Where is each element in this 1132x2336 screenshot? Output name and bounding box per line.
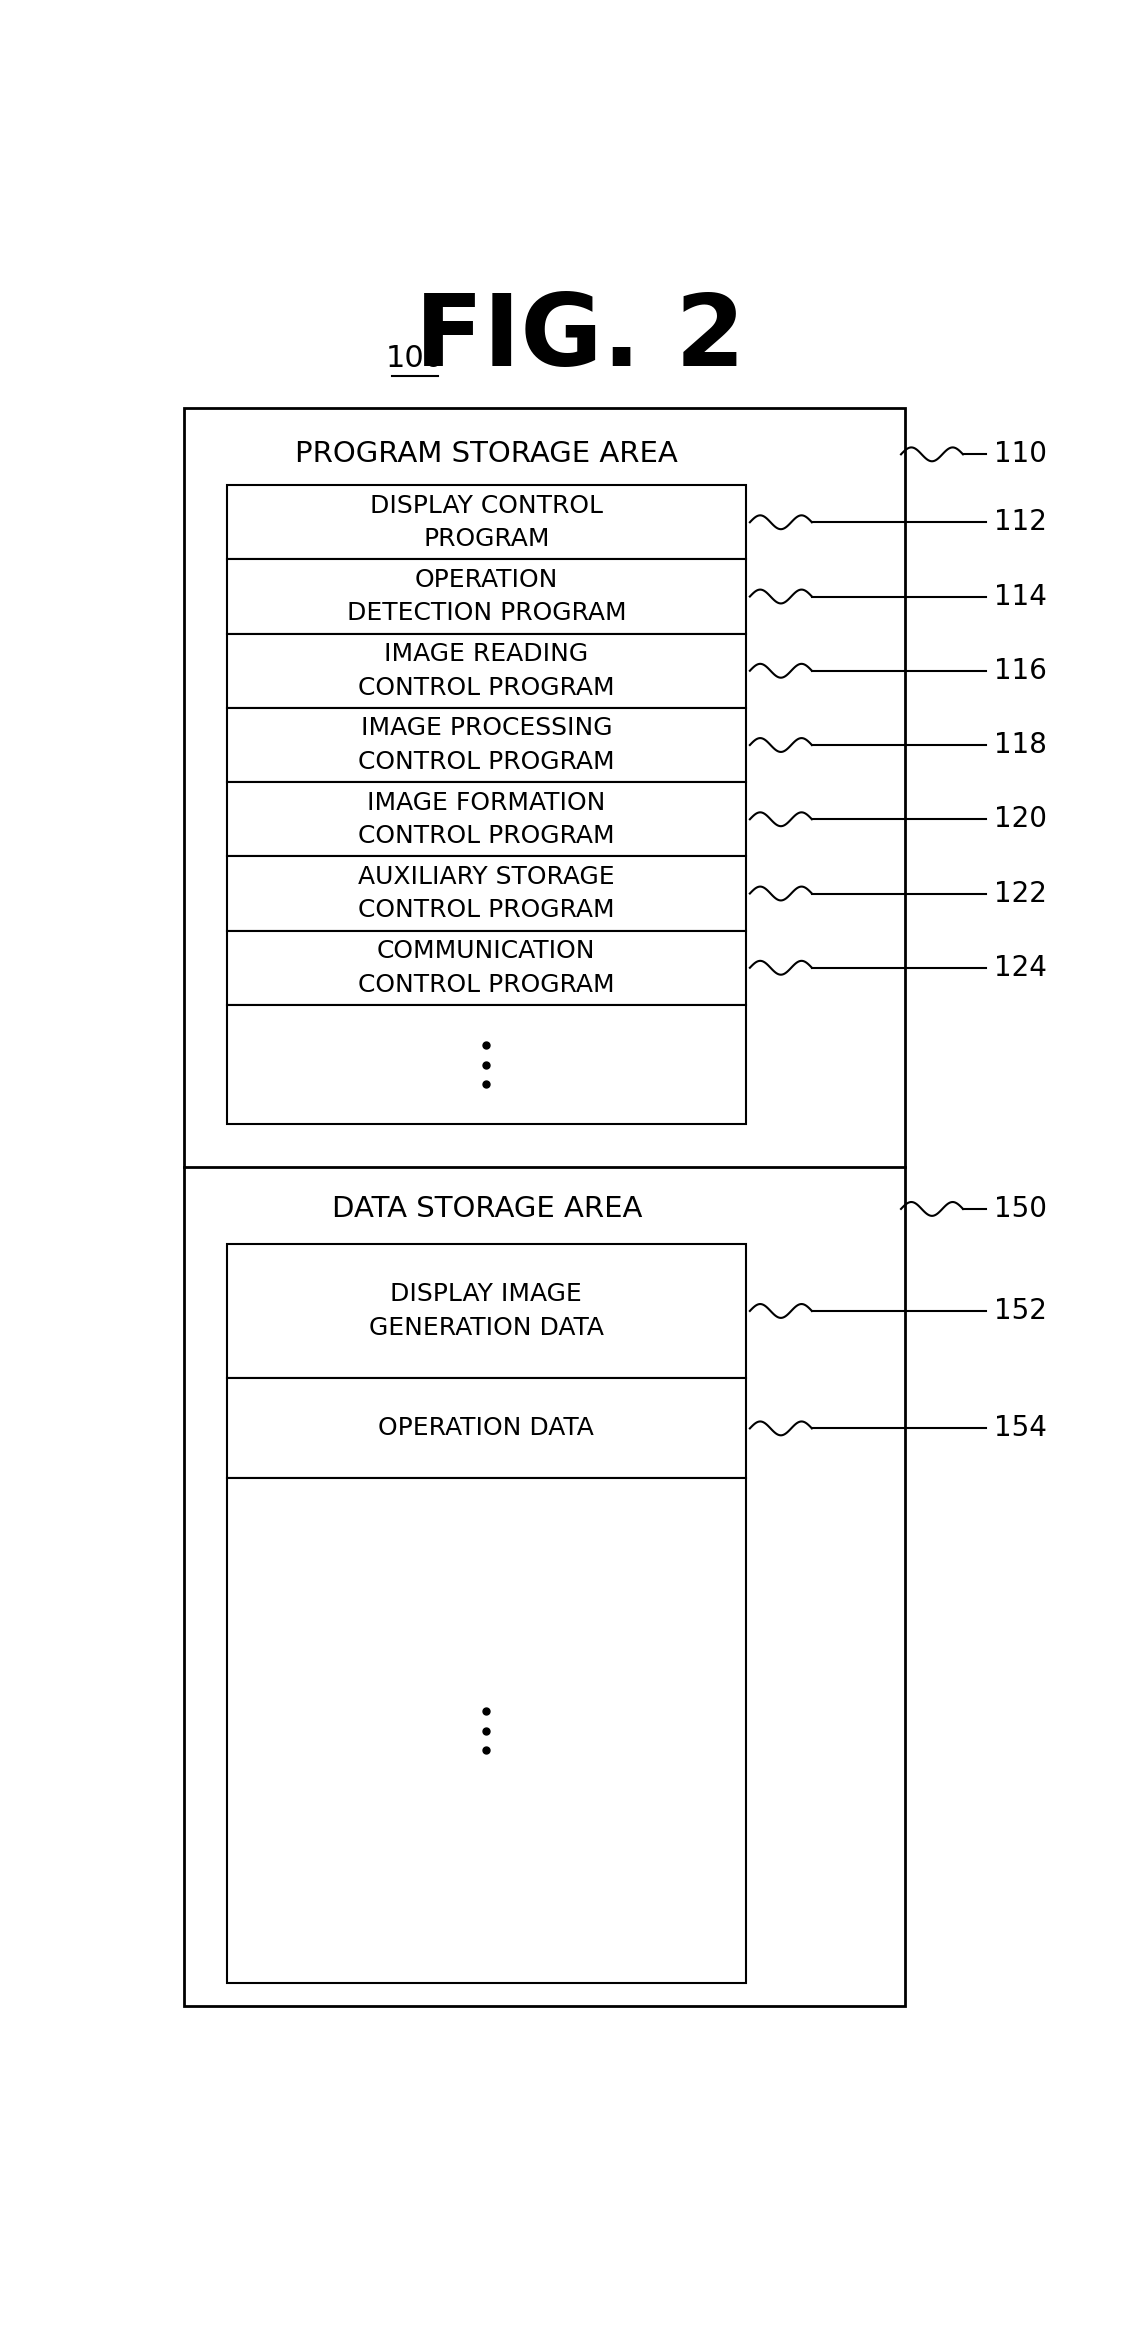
Text: PROGRAM STORAGE AREA: PROGRAM STORAGE AREA [295, 442, 678, 467]
Text: 118: 118 [994, 731, 1047, 759]
Text: IMAGE FORMATION
CONTROL PROGRAM: IMAGE FORMATION CONTROL PROGRAM [358, 790, 615, 848]
Bar [226, 783, 746, 857]
Bar [226, 633, 746, 708]
Bar [226, 486, 746, 558]
Text: 100: 100 [386, 343, 444, 374]
Text: 112: 112 [994, 509, 1047, 537]
Text: DISPLAY CONTROL
PROGRAM: DISPLAY CONTROL PROGRAM [370, 493, 603, 551]
Text: FIG. 2: FIG. 2 [415, 290, 745, 388]
Text: 116: 116 [994, 656, 1047, 684]
Text: 122: 122 [994, 881, 1047, 906]
Text: 152: 152 [994, 1296, 1047, 1325]
Bar [226, 930, 746, 1004]
Bar [226, 1243, 746, 1378]
Bar [226, 1479, 746, 1983]
Text: OPERATION
DETECTION PROGRAM: OPERATION DETECTION PROGRAM [346, 568, 626, 626]
Text: AUXILIARY STORAGE
CONTROL PROGRAM: AUXILIARY STORAGE CONTROL PROGRAM [358, 864, 615, 923]
Text: 150: 150 [994, 1196, 1047, 1224]
Text: IMAGE READING
CONTROL PROGRAM: IMAGE READING CONTROL PROGRAM [358, 642, 615, 698]
Bar [226, 857, 746, 930]
Text: IMAGE PROCESSING
CONTROL PROGRAM: IMAGE PROCESSING CONTROL PROGRAM [358, 717, 615, 773]
Text: 124: 124 [994, 953, 1047, 981]
Bar [226, 1378, 746, 1479]
Bar [185, 409, 904, 2007]
Text: 114: 114 [994, 582, 1047, 610]
Text: 110: 110 [994, 442, 1047, 467]
Bar [226, 558, 746, 633]
Text: COMMUNICATION
CONTROL PROGRAM: COMMUNICATION CONTROL PROGRAM [358, 939, 615, 997]
Text: OPERATION DATA: OPERATION DATA [378, 1416, 594, 1441]
Text: DISPLAY IMAGE
GENERATION DATA: DISPLAY IMAGE GENERATION DATA [369, 1282, 603, 1341]
Bar [226, 1004, 746, 1124]
Text: DATA STORAGE AREA: DATA STORAGE AREA [332, 1196, 642, 1224]
Text: 154: 154 [994, 1413, 1047, 1441]
Bar [226, 708, 746, 783]
Text: 120: 120 [994, 806, 1047, 834]
